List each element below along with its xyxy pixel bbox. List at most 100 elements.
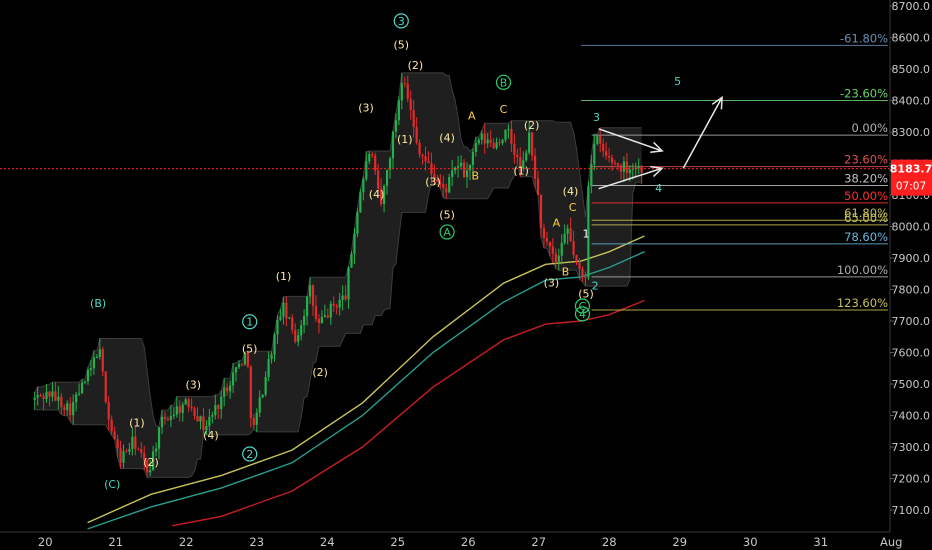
candle-body-31 [125,451,128,453]
candle-body-127 [409,98,412,111]
candle-body-14 [75,394,78,403]
candle-body-91 [303,316,306,326]
candle-body-28 [116,439,119,449]
y-tick-label-8: 7900.0 [892,252,931,265]
candle-body-136 [436,179,439,182]
wave-label-14: (5) [393,39,409,52]
candle-body-98 [323,315,326,317]
x-axis[interactable]: 20 21 22 23 24 25 26 27 28 29 30 31 Aug [38,535,903,549]
candle-body-81 [273,334,276,355]
candle-body-146 [465,170,469,178]
candle-body-150 [477,139,480,144]
candle-body-151 [480,133,483,140]
wave-label-2: (1) [129,417,145,430]
candle-body-63 [220,396,223,410]
candle-body-203 [634,168,637,170]
candle-body-68 [234,367,238,373]
candle-body-48 [175,406,178,415]
candle-body-190 [596,136,599,144]
candle-body-62 [217,405,220,410]
candle-body-22 [98,349,101,358]
candle-body-4 [45,391,48,399]
candle-body-179 [563,233,566,243]
candle-body-173 [545,237,549,242]
candle-body-170 [536,178,540,196]
candle-body-161 [510,128,513,144]
last-price-badge: 8183.7 07:07 [890,159,932,196]
candle-body-137 [439,181,442,185]
candle-body-71 [243,352,247,365]
candle-body-89 [297,335,300,342]
candle-body-53 [190,406,193,409]
candle-body-104 [341,295,344,300]
candle-body-24 [104,371,107,402]
candle-body-83 [279,316,282,320]
moving-average-2 [87,251,645,530]
projection-arrow-line-0 [598,128,663,152]
candle-body-118 [382,185,386,204]
candle-body-82 [276,319,279,335]
candle-body-135 [433,174,436,180]
candle-body-138 [442,184,445,189]
moving-average-3 [172,299,645,527]
wave-label-29: A [553,217,561,230]
candle-body-93 [308,285,312,297]
candle-body-197 [616,163,620,166]
candle-body-29 [119,448,122,463]
wave-label-3: (2) [143,456,159,469]
wave-label-circle-35 [574,298,591,314]
candle-body-8 [57,396,60,401]
wave-label-37: 3 [593,111,600,124]
wave-label-18: (3) [425,176,441,189]
candle-body-96 [317,318,321,324]
candle-body-132 [424,156,427,162]
wave-label-8: 2 [246,448,253,461]
fib-label-9: 100.00% [837,263,888,277]
projection-arrows [598,95,723,190]
candle-body-17 [83,381,87,383]
candle-body-67 [231,372,235,386]
candle-body-78 [264,377,267,395]
projection-arrow-head-2 [711,95,723,110]
candle-body-56 [199,416,202,422]
candle-body-193 [605,150,608,156]
projection-arrow-head-0 [650,141,664,154]
candle-body-35 [137,448,140,450]
candle-body-66 [229,385,232,392]
candle-body-37 [143,452,146,461]
candle-body-113 [368,154,371,162]
wave-label-15: (2) [408,59,424,72]
candle-body-86 [288,317,291,319]
candle-body-191 [599,136,602,145]
candle-body-154 [489,139,492,144]
x-tick-label-12: Aug [880,535,902,549]
wave-label-33: (5) [578,287,594,300]
wave-label-circle-7 [242,314,258,330]
candle-body-88 [294,330,297,342]
y-tick-label-6: 7700.0 [892,315,931,328]
candle-body-141 [451,170,454,177]
fib-label-0: -61.80% [840,31,888,45]
candle-body-64 [223,387,226,397]
candle-body-1 [36,395,39,398]
candle-body-9 [60,396,63,408]
candle-body-46 [169,416,172,421]
candle-body-0 [33,397,36,400]
last-price-countdown: 07:07 [896,181,926,193]
candle-body-13 [72,402,75,416]
wave-label-12: (4) [369,188,385,201]
fib-label-2: 0.00% [851,121,888,135]
candle-body-61 [214,405,217,416]
candle-body-149 [474,143,477,152]
candle-body-176 [554,253,557,262]
candle-body-108 [353,233,356,254]
candle-body-134 [430,163,433,175]
candle-body-171 [539,195,543,228]
candle-body-148 [471,151,475,165]
wave-label-25: (2) [524,119,540,132]
y-tick-label-9: 8000.0 [892,221,931,234]
projection-arrow-line-1 [598,167,663,190]
